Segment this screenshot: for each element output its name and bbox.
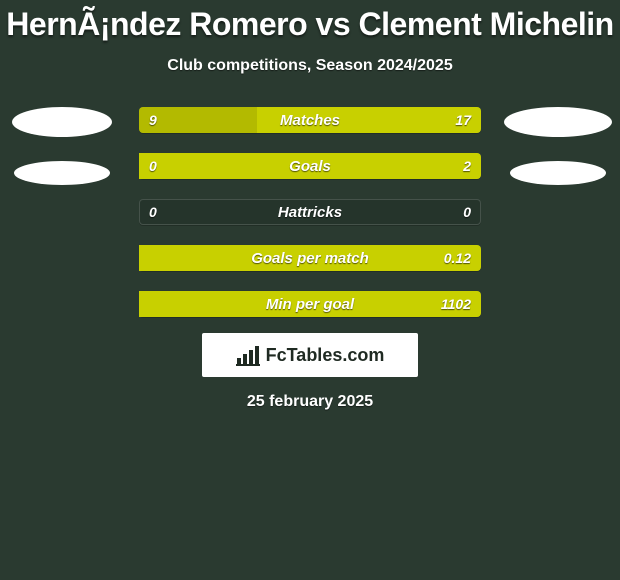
stat-bars: 917Matches 02Goals 00Hattricks 0.12Goals pe…	[139, 107, 481, 317]
stat-label: Goals	[139, 153, 481, 179]
right-player-avatar	[504, 107, 612, 137]
right-player-col	[503, 107, 613, 185]
stat-bar: 0.12Goals per match	[139, 245, 481, 271]
stat-label: Min per goal	[139, 291, 481, 317]
branding-text: FcTables.com	[266, 345, 385, 366]
page-title: HernÃ¡ndez Romero vs Clement Michelin	[0, 0, 620, 43]
stat-label: Matches	[139, 107, 481, 133]
generated-date: 25 february 2025	[0, 393, 620, 411]
chart-icon	[236, 344, 260, 366]
stat-bar: 917Matches	[139, 107, 481, 133]
stat-label: Hattricks	[139, 199, 481, 225]
comparison-area: 917Matches 02Goals 00Hattricks 0.12Goals pe…	[0, 107, 620, 317]
branding-badge: FcTables.com	[202, 333, 418, 377]
left-player-avatar	[12, 107, 112, 137]
stat-bar: 02Goals	[139, 153, 481, 179]
right-club-badge	[510, 161, 606, 185]
stat-bar: 00Hattricks	[139, 199, 481, 225]
left-club-badge	[14, 161, 110, 185]
stat-bar: 1102Min per goal	[139, 291, 481, 317]
left-player-col	[7, 107, 117, 185]
stat-label: Goals per match	[139, 245, 481, 271]
page-subtitle: Club competitions, Season 2024/2025	[0, 57, 620, 75]
